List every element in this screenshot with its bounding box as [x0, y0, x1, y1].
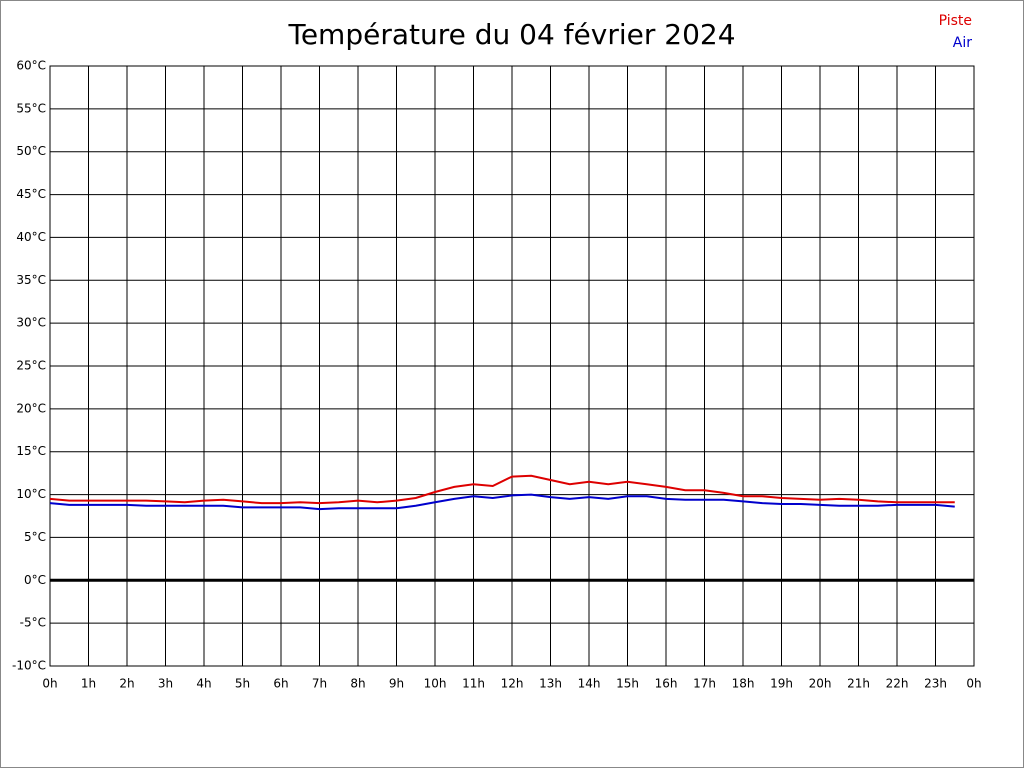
- x-tick-label: 0h: [966, 677, 981, 691]
- y-tick-label: -10°C: [12, 659, 46, 673]
- y-tick-label: 20°C: [16, 401, 46, 415]
- x-tick-label: 7h: [312, 677, 327, 691]
- y-tick-label: 30°C: [16, 316, 46, 330]
- x-tick-label: 1h: [81, 677, 96, 691]
- x-tick-label: 3h: [158, 677, 173, 691]
- y-tick-label: 10°C: [16, 487, 46, 501]
- y-tick-label: 5°C: [24, 530, 46, 544]
- x-tick-label: 14h: [578, 677, 601, 691]
- chart-title: Température du 04 février 2024: [287, 18, 735, 51]
- x-tick-label: 17h: [693, 677, 716, 691]
- x-tick-label: 11h: [462, 677, 485, 691]
- x-tick-label: 18h: [732, 677, 755, 691]
- y-tick-label: 55°C: [16, 101, 46, 115]
- y-tick-label: 60°C: [16, 59, 46, 73]
- y-tick-label: 15°C: [16, 444, 46, 458]
- x-tick-label: 23h: [924, 677, 947, 691]
- y-tick-label: 45°C: [16, 187, 46, 201]
- x-tick-label: 13h: [539, 677, 562, 691]
- legend-label: Piste: [939, 13, 972, 29]
- x-tick-label: 8h: [350, 677, 365, 691]
- x-tick-label: 4h: [196, 677, 211, 691]
- x-tick-label: 16h: [655, 677, 678, 691]
- x-tick-label: 5h: [235, 677, 250, 691]
- x-tick-label: 9h: [389, 677, 404, 691]
- legend-label: Air: [953, 35, 972, 51]
- y-tick-label: 50°C: [16, 144, 46, 158]
- series-line: [49, 474, 955, 505]
- y-tick-label: 35°C: [16, 273, 46, 287]
- x-tick-label: 12h: [501, 677, 524, 691]
- y-tick-label: -5°C: [20, 616, 46, 630]
- y-tick-label: 40°C: [16, 230, 46, 244]
- series-line: [49, 493, 955, 511]
- y-tick-label: 25°C: [16, 359, 46, 373]
- y-tick-label: 0°C: [24, 573, 46, 587]
- x-tick-label: 21h: [847, 677, 870, 691]
- x-tick-label: 2h: [119, 677, 134, 691]
- x-tick-label: 22h: [886, 677, 909, 691]
- x-tick-label: 10h: [424, 677, 447, 691]
- x-tick-label: 19h: [770, 677, 793, 691]
- x-tick-label: 6h: [273, 677, 288, 691]
- x-tick-label: 15h: [616, 677, 639, 691]
- x-tick-label: 20h: [809, 677, 832, 691]
- x-tick-label: 0h: [42, 677, 57, 691]
